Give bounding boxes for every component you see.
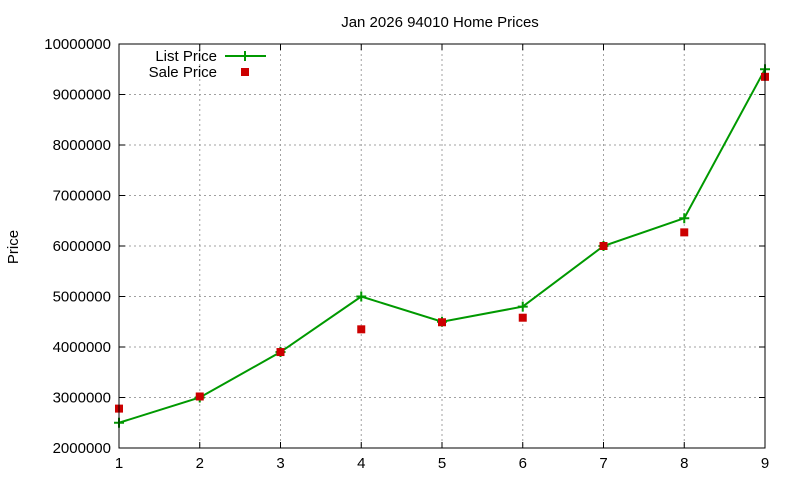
chart-title: Jan 2026 94010 Home Prices [341,14,539,31]
x-tick-labels: 1 2 3 4 5 6 7 8 9 [115,455,769,472]
x-tick-label: 3 [276,455,284,472]
legend-point-swatch [241,68,249,76]
legend-label: List Price [155,48,217,65]
x-tick-label: 7 [599,455,607,472]
list-price-point [356,291,367,302]
legend-point-swatch [240,51,250,61]
y-tick-label: 7000000 [53,188,111,205]
sale-price-point [680,228,689,237]
y-tick-label: 4000000 [53,339,111,356]
y-tick-label: 10000000 [44,36,111,53]
sale-price-point [599,242,608,250]
legend-label: Sale Price [149,64,217,81]
x-tick-label: 5 [438,455,446,472]
x-tick-label: 6 [519,455,527,472]
y-tick-label: 9000000 [53,87,111,104]
sale-price-point [357,325,366,334]
y-tick-labels: 2000000 3000000 4000000 5000000 6000000 70000… [44,36,111,457]
x-tick-label: 8 [680,455,688,472]
plot-frame [118,43,766,449]
series-sale-price [115,72,769,413]
x-tick-label: 1 [115,455,123,472]
list-price-point [517,301,528,312]
x-tick-label: 4 [357,455,365,472]
grid-lines [119,44,765,448]
sale-price-point [438,318,446,327]
y-tick-label: 5000000 [53,289,111,306]
sale-price-point [276,348,285,357]
x-tick-label: 9 [761,455,769,472]
y-tick-label: 8000000 [53,137,111,154]
y-tick-label: 6000000 [53,238,111,255]
y-axis-label: Price [5,230,22,264]
y-tick-label: 3000000 [53,390,111,407]
sale-price-point [195,392,204,401]
x-tick-label: 2 [196,455,204,472]
sale-price-point [518,313,527,322]
y-tick-label: 2000000 [53,440,111,457]
list-price-point [679,213,690,224]
